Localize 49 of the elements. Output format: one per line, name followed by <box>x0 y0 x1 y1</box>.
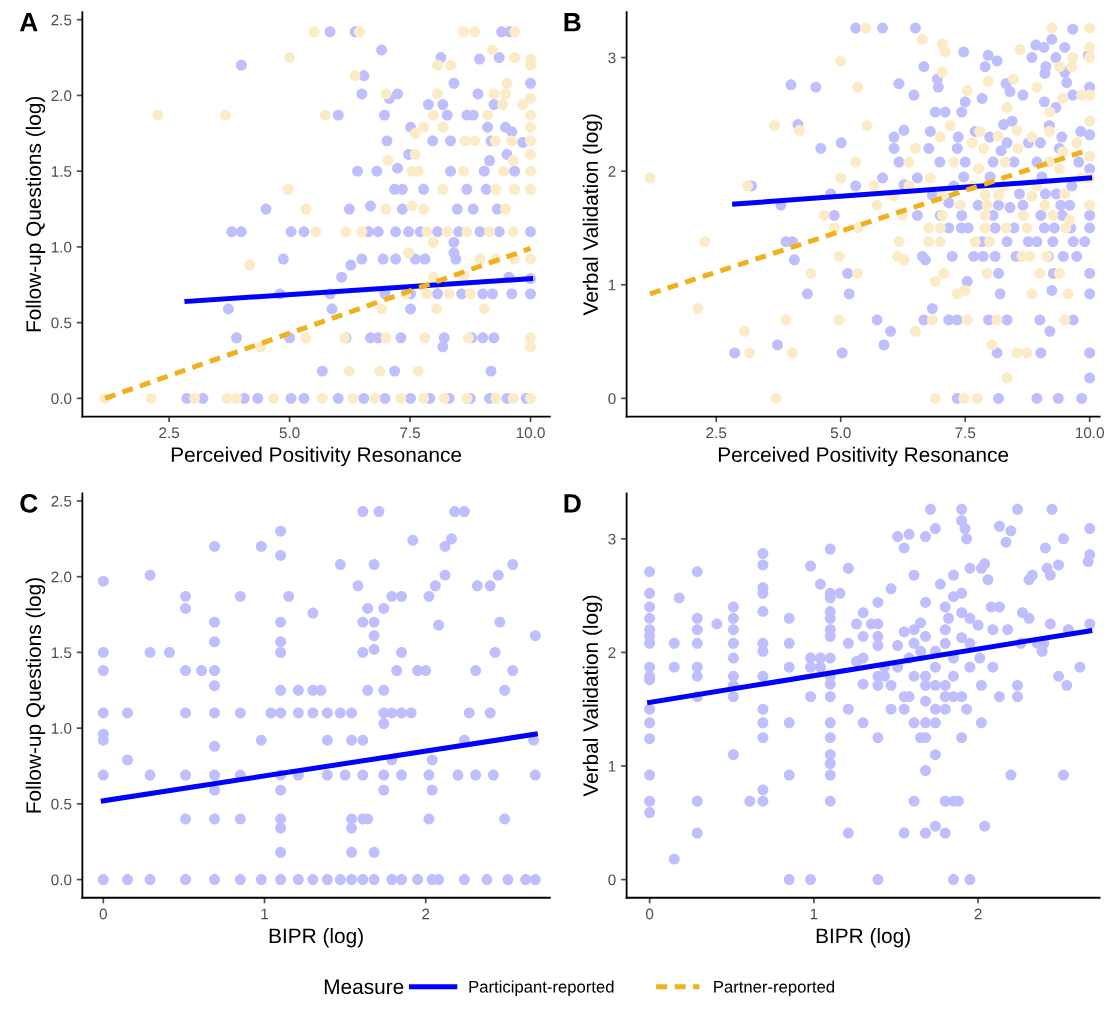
y-tick-label: 3 <box>608 52 616 64</box>
x-tick-label: 2.5 <box>706 427 727 439</box>
x-tick-label: 2 <box>974 908 982 920</box>
x-tick-label: 5.0 <box>830 427 851 439</box>
y-tick-label: 0.5 <box>51 317 72 329</box>
y-tick-label: 1.0 <box>51 241 72 253</box>
y-axis-title: Follow-up Questions (log) <box>25 96 46 332</box>
x-tick-label: 7.5 <box>400 427 421 439</box>
x-axis-title: Perceived Positivity Resonance <box>171 446 462 467</box>
x-tick-label: 0 <box>99 908 107 920</box>
y-tick-label: 1.0 <box>51 723 72 734</box>
x-tick-label: 1 <box>810 908 818 920</box>
x-axis-title: BIPR (log) <box>269 927 363 948</box>
legend-label: Partner-reported <box>714 980 835 996</box>
x-tick-label: 10.0 <box>516 427 545 439</box>
chart-title: C <box>20 494 38 513</box>
y-tick-label: 0.0 <box>51 874 72 886</box>
y-tick-label: 3 <box>608 533 616 545</box>
y-tick-label: 2 <box>608 647 616 658</box>
chart-title: A <box>19 13 38 32</box>
y-axis-title: Verbal Validation (log) <box>582 114 603 316</box>
y-tick-label: 1 <box>608 279 616 291</box>
x-tick-label: 2 <box>422 908 430 920</box>
y-tick-label: 0.5 <box>51 798 72 810</box>
x-tick-label: 0 <box>645 908 654 920</box>
x-axis-title: Perceived Positivity Resonance <box>718 446 1009 467</box>
y-tick-label: 0 <box>608 874 616 886</box>
chart-title: D <box>564 494 581 513</box>
x-tick-label: 1 <box>261 908 269 920</box>
y-tick-label: 2.5 <box>51 495 72 507</box>
legend-title: Measure <box>324 979 404 995</box>
y-tick-label: 2.5 <box>51 14 72 26</box>
x-axis-title: BIPR (log) <box>816 927 910 948</box>
x-tick-label: 5.0 <box>279 427 300 439</box>
legend-label: Participant-reported <box>469 980 614 996</box>
y-tick-label: 2.0 <box>51 90 72 102</box>
x-tick-label: 10.0 <box>1075 427 1104 439</box>
y-axis-title: Verbal Validation (log) <box>582 595 603 797</box>
y-axis-title: Follow-up Questions (log) <box>25 578 46 813</box>
y-tick-label: 1.5 <box>51 647 72 659</box>
x-tick-label: 2.5 <box>159 427 180 439</box>
y-tick-label: 1.5 <box>51 166 72 177</box>
y-tick-label: 0.0 <box>51 393 72 405</box>
y-tick-label: 2.0 <box>51 571 72 583</box>
y-tick-label: 0 <box>608 393 616 405</box>
chart-title: B <box>564 13 581 32</box>
x-tick-label: 7.5 <box>955 427 976 439</box>
y-tick-label: 2 <box>608 166 616 177</box>
y-tick-label: 1 <box>608 761 616 772</box>
